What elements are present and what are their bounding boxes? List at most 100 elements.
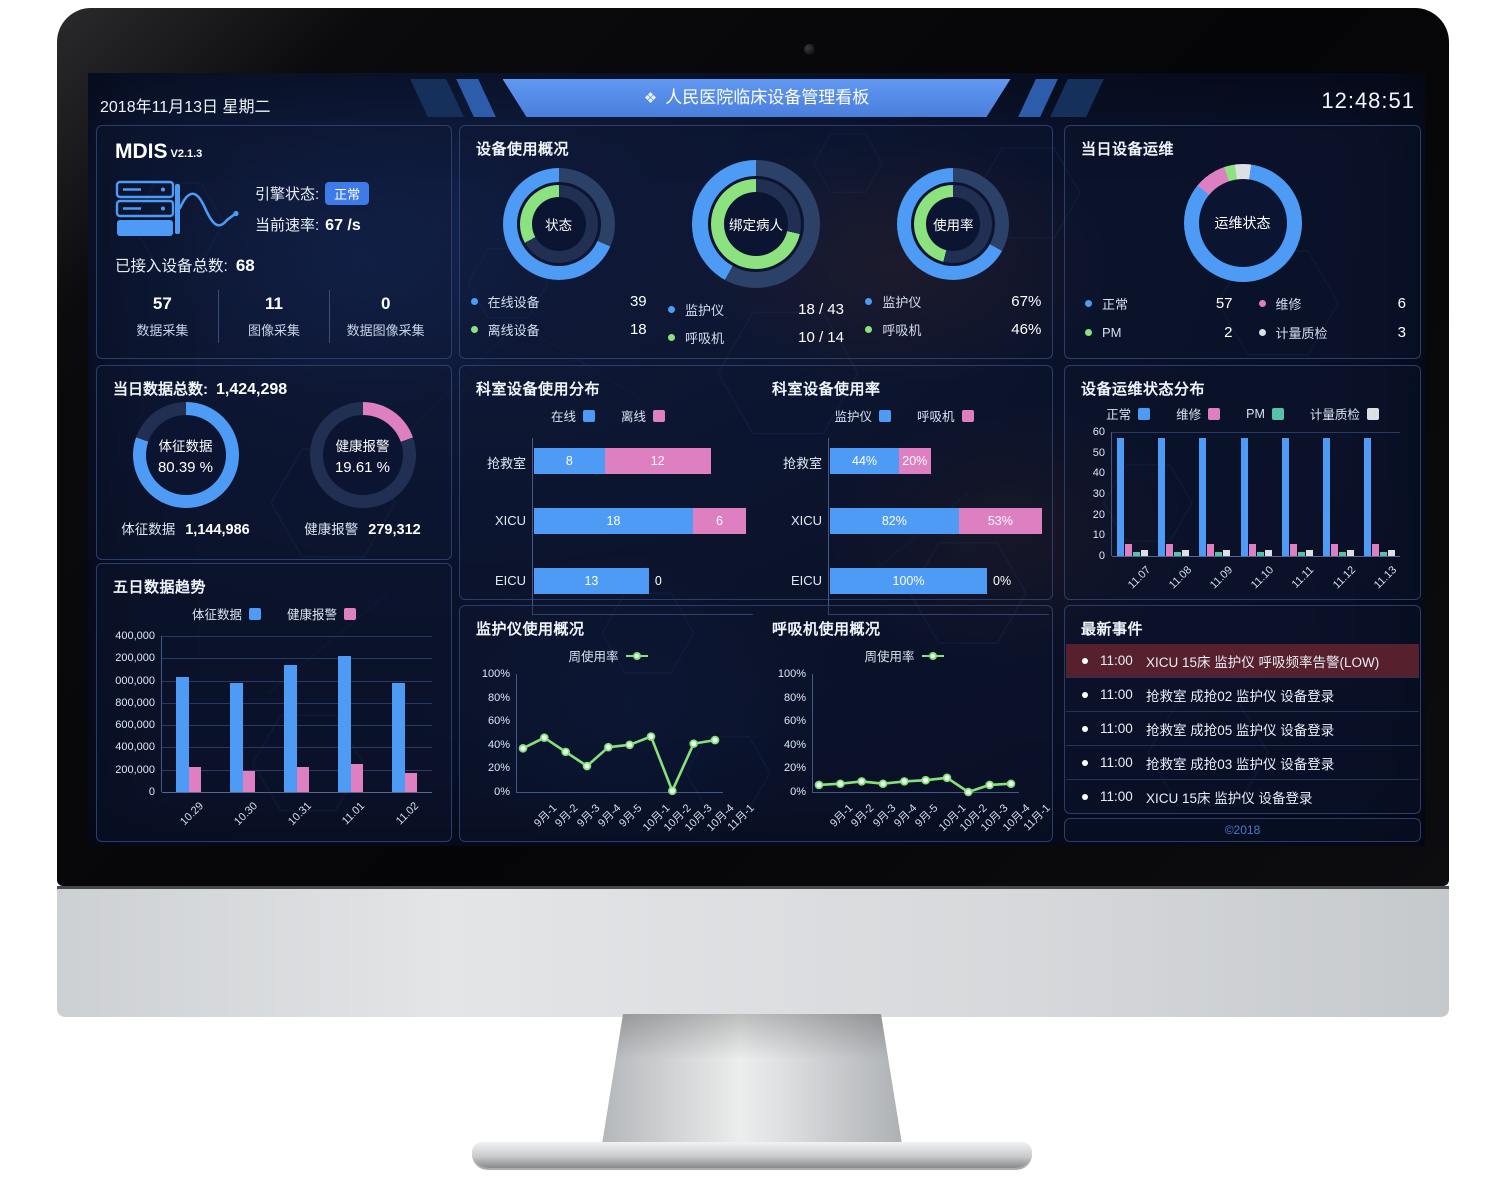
dept-distribution-chart: 科室设备使用分布 在线 离线 抢救室 XICU EICU 8 12 18 6 13 0 [460,366,756,615]
event-bullet [1082,657,1088,664]
dashboard-title-bar: ❖ 人民医院临床设备管理看板 [503,79,1011,117]
bar-white [1182,549,1190,556]
legend-label: 维修 [1275,297,1302,312]
bar-pink [1207,543,1215,556]
legend-item[interactable]: 正常 57 [1085,294,1233,313]
legend-swatch-pink [653,409,666,422]
legend-item[interactable]: 周使用率 [568,646,648,665]
event-text: XICU 15床 监护仪 设备登录 [1146,790,1313,806]
x-tick-label: 11.01 [339,800,368,828]
dept-dist-plot: 8 12 18 6 13 0 [532,438,753,615]
y-tick-label: 100% [777,668,806,680]
event-time: 11:00 [1100,789,1133,804]
data-donut: 体征数据 80.39 % [132,402,239,508]
bar-seg-pink: 6 [693,508,746,534]
y-tick-label: 600,000 [115,719,155,732]
data-donuts: 体征数据 80.39 % 体征数据 1,144,986 健康报警 19.61 % 健康报警 2… [97,402,451,538]
legend-item[interactable]: 维修 [1176,404,1221,423]
panel-ops-distribution: 设备运维状态分布 正常 维修 PM 计量质检 60 50 40 30 20 10 0 11.07 11.… [1064,365,1421,600]
event-time: 11:00 [1100,755,1133,770]
legend-item[interactable]: 离线 [621,406,666,425]
y-tick-label: 80% [783,691,806,704]
bar-teal [1338,551,1346,556]
bar-pink [1330,543,1338,556]
y-tick-label: 0 [1098,550,1105,562]
legend-dot-blue [1085,300,1092,307]
event-row[interactable]: 11:00 XICU 15床 监护仪 设备登录 [1066,780,1419,813]
legend-label: 监护仪 [684,303,724,318]
bar-pink [1125,543,1133,556]
event-list: 11:00 XICU 15床 监护仪 呼吸频率告警(LOW) 11:00 抢救室 成抢… [1066,644,1419,813]
gridline [162,658,432,660]
legend-item[interactable]: 体征数据 [192,604,261,623]
bar-blue [1322,438,1330,556]
total-devices-row: 已接入设备总数: 68 [115,256,255,275]
rate-row: 当前速率: 67 /s [255,217,361,234]
bar-blue [1117,438,1125,556]
overview-donut-column: 绑定病人 监护仪 18 / 43 呼吸机 10 / 14 [657,160,854,356]
legend-item[interactable]: 计量质检 [1310,404,1379,423]
bar-row: 82% 53% [830,508,1042,534]
legend-item[interactable]: 呼吸机 [917,406,974,425]
bar-pink [1371,543,1379,556]
x-tick-label: 11.02 [393,800,422,828]
legend-label: 体征数据 [191,608,242,622]
event-row[interactable]: 11:00 XICU 15床 监护仪 呼吸频率告警(LOW) [1066,644,1419,678]
legend-item[interactable]: 离线设备 18 [470,320,647,339]
legend-item[interactable]: 呼吸机 46% [865,320,1041,339]
event-row[interactable]: 11:00 抢救室 成抢02 监护仪 设备登录 [1066,678,1419,712]
gridline [162,702,432,704]
gridline [162,747,432,749]
panel-data-today: 当日数据总数: 1,424,298 体征数据 80.39 % 体征数据 1,144,98… [96,365,452,560]
engine-status-row: 引擎状态: 正常 [255,182,370,205]
legend-item[interactable]: 维修 6 [1258,294,1406,313]
legend-item[interactable]: 在线 [551,406,595,425]
banner-stripe [409,79,464,117]
gridline [1112,432,1400,433]
bar-vital [392,683,405,792]
x-tick-label: 11.13 [1372,564,1400,592]
monitor-stand-base [472,1142,1032,1168]
legend-label: 健康报警 [287,608,338,622]
bar-seg-blue: 44% [830,448,900,474]
legend-swatch-pink [961,409,974,422]
stat-image-capture: 11 图像采集 [217,290,330,343]
event-row[interactable]: 11:00 抢救室 成抢03 监护仪 设备登录 [1066,746,1419,780]
event-row[interactable]: 11:00 抢救室 成抢05 监护仪 设备登录 [1066,712,1419,746]
legend-label: 周使用率 [864,650,915,664]
legend-label: 在线 [550,410,576,424]
legend-item[interactable]: 监护仪 67% [865,292,1041,311]
event-text: 抢救室 成抢03 监护仪 设备登录 [1146,756,1335,772]
legend-value: 18 / 43 [798,301,844,318]
legend-item[interactable]: 周使用率 [864,646,944,665]
legend-item[interactable]: 监护仪 [834,406,891,425]
legend-dot-green [667,334,675,341]
header-clock: 12:48:51 [1321,88,1415,113]
panel-title: 最新事件 [1081,621,1144,638]
legend-item[interactable]: PM 2 [1085,323,1233,342]
legend-item[interactable]: 呼吸机 10 / 14 [667,328,844,347]
legend-item[interactable]: PM [1246,404,1284,423]
bar-seg-pink: 20% [899,448,931,474]
event-text: XICU 15床 监护仪 呼吸频率告警(LOW) [1146,654,1380,670]
legend-dot-green [1085,329,1092,336]
legend-item[interactable]: 监护仪 18 / 43 [667,300,844,319]
bar-blue [1281,438,1289,556]
legend-label: 在线设备 [487,295,540,310]
dept-usage-plot: 44% 20% 82% 53% 100% 0% [828,438,1049,615]
status-badge: 正常 [325,182,370,205]
bar-seg-blue: 18 [534,508,693,534]
overview-donuts: 状态 在线设备 39 离线设备 18 绑定病人 监护仪 18 / 43 呼吸机 10 / 14 使用… [460,160,1052,356]
legend-value: 10 / 14 [798,329,844,346]
vent-usage-line [814,773,1016,797]
monitor-stand-neck [602,1014,902,1144]
bar-seg-blue: 13 [534,568,649,594]
monitor-usage-plot [516,674,723,796]
y-tick-label: 200,000 [115,763,155,776]
legend-item[interactable]: 在线设备 39 [470,292,647,311]
donut-legend: 在线设备 39 离线设备 18 [470,292,647,339]
legend-item[interactable]: 健康报警 [287,604,357,623]
x-tick-label: 11.10 [1248,564,1277,592]
legend-item[interactable]: 正常 [1106,404,1151,423]
legend-item[interactable]: 计量质检 3 [1258,323,1406,342]
